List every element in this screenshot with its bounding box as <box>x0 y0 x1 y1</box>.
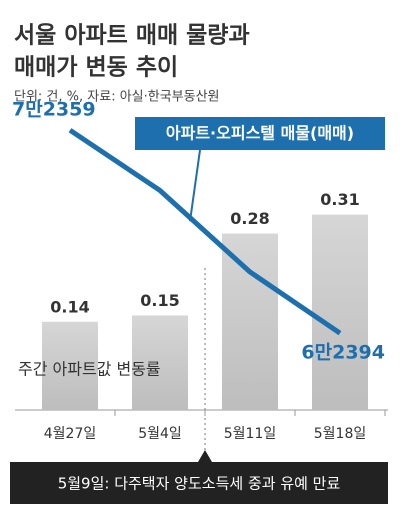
legend-label: 아파트·오피스텔 매물(매매) <box>166 124 354 143</box>
bar-value-label: 0.31 <box>320 190 359 209</box>
annotation-box <box>10 462 388 504</box>
x-tick-label: 5월4일 <box>138 426 182 442</box>
line-value-label: 7만2359 <box>12 99 96 121</box>
event-arrow <box>198 450 212 462</box>
chart-title: 서울 아파트 매매 물량과 <box>14 23 250 49</box>
chart-title: 매매가 변동 추이 <box>14 55 178 81</box>
bar <box>132 315 188 410</box>
bar-value-label: 0.15 <box>140 291 179 310</box>
legend-label: 주간 아파트값 변동률 <box>18 360 161 379</box>
line <box>68 128 342 336</box>
line-value-label: 6만2394 <box>301 342 385 364</box>
bar-value-label: 0.14 <box>50 297 89 316</box>
bar <box>222 233 278 410</box>
x-tick-label: 5월18일 <box>314 426 366 442</box>
chart-subtitle: 단위: 건, %, 자료: 아실·한국부동산원 <box>14 90 220 105</box>
legend-pointer <box>189 149 201 222</box>
bar <box>42 321 98 410</box>
x-tick-label: 5월11일 <box>224 426 276 442</box>
legend-box <box>135 117 385 150</box>
bar-value-label: 0.28 <box>230 209 269 228</box>
annotation: 5월9일: 다주택자 양도소득세 중과 유예 만료 <box>58 475 341 493</box>
bar <box>312 214 368 410</box>
x-tick-label: 4월27일 <box>44 426 96 442</box>
